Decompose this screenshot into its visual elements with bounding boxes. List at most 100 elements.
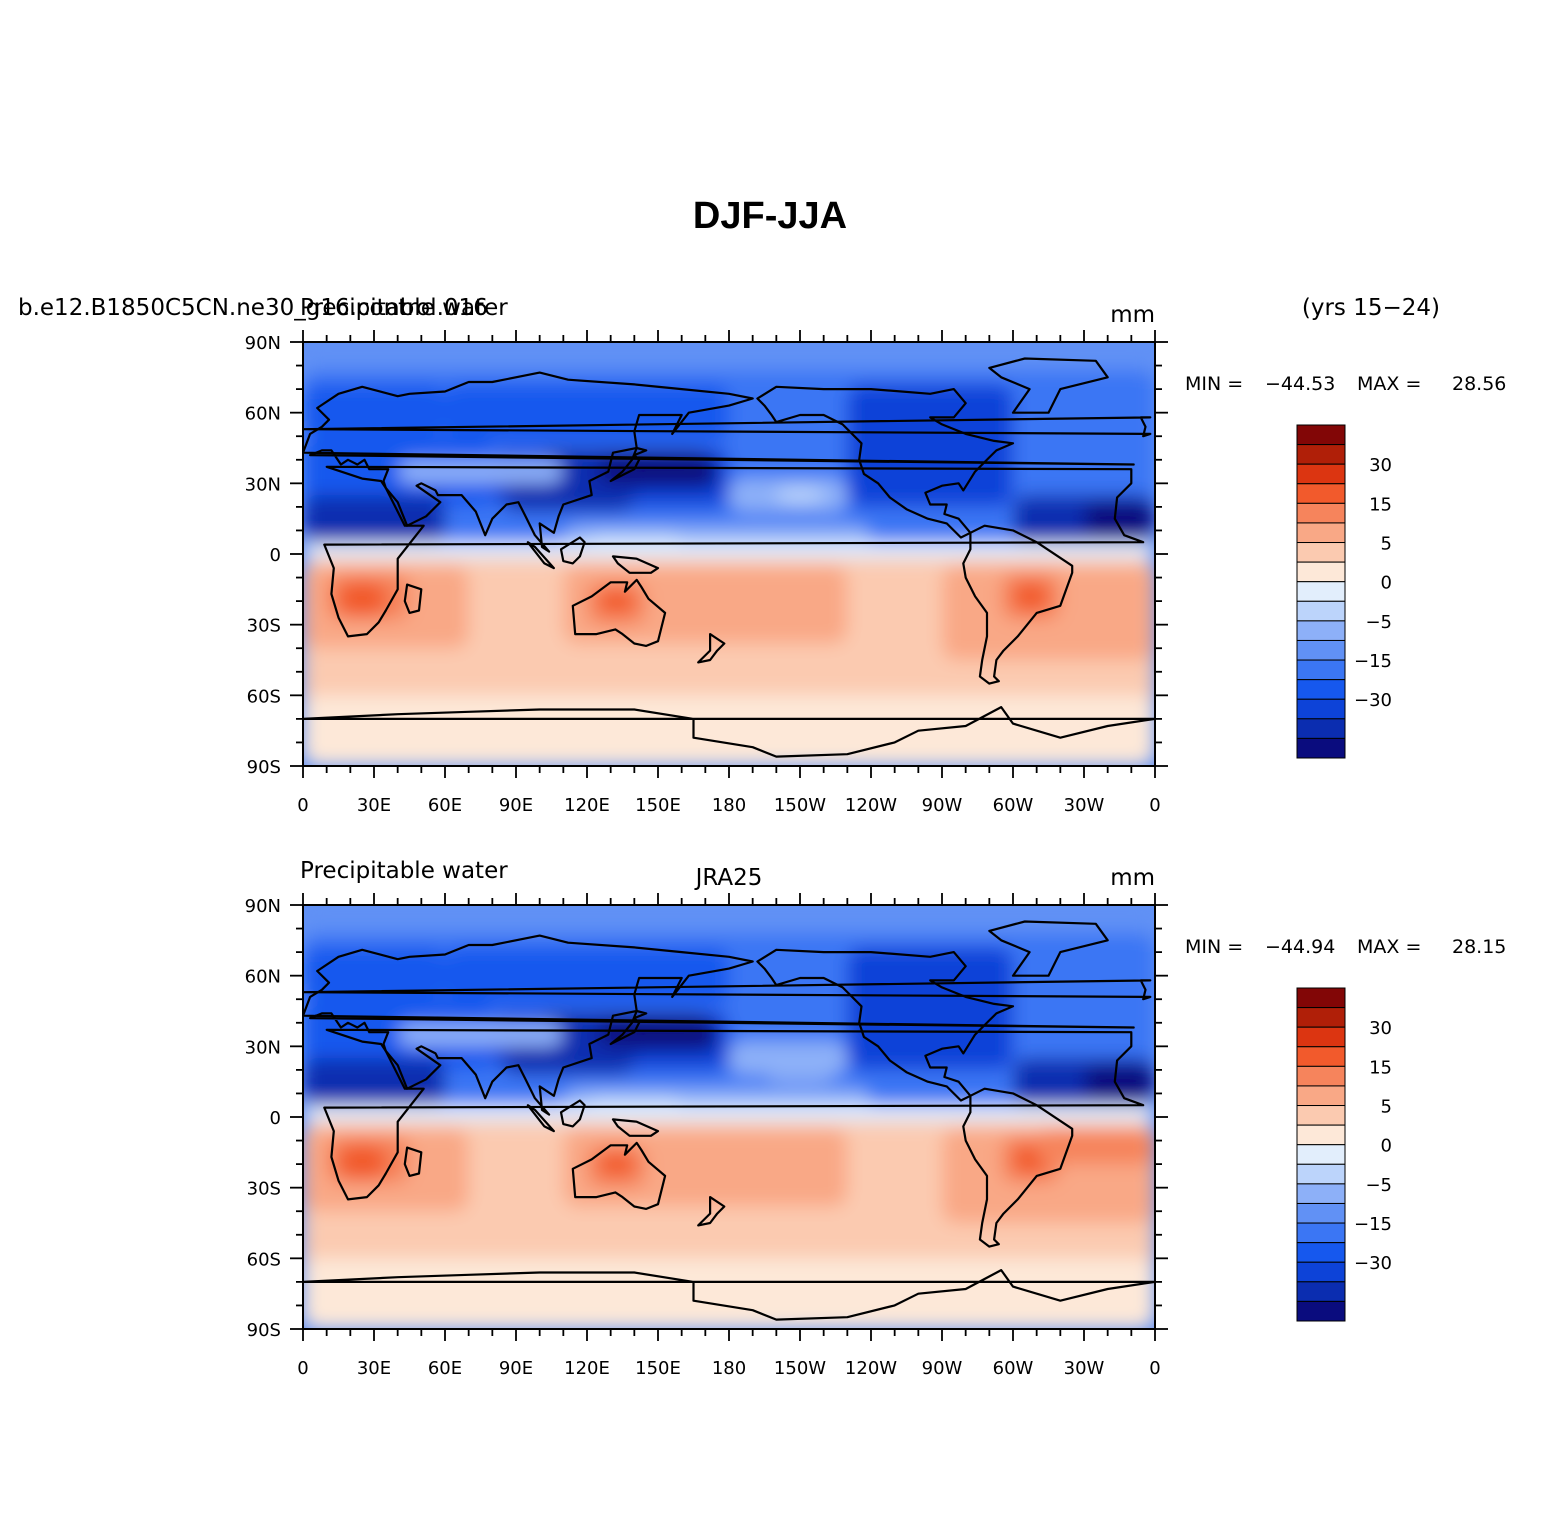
coastline — [403, 583, 423, 614]
y-tick-label: 90S — [247, 1320, 281, 1341]
field-patch — [764, 1046, 836, 1082]
colorbar-box — [1296, 1026, 1346, 1048]
coastline — [756, 385, 1015, 539]
field-patch — [729, 407, 824, 460]
field-patch — [303, 342, 1155, 371]
colorbar-box — [1296, 1202, 1346, 1224]
y-tick-label: 60S — [247, 686, 281, 707]
coastline — [526, 1104, 555, 1133]
field-patch — [303, 695, 1155, 766]
coastline — [403, 1146, 423, 1177]
colorbar-box — [1296, 1046, 1346, 1067]
panel-model-map — [303, 342, 1155, 766]
x-tick-label: 150E — [635, 795, 681, 816]
coastline — [559, 536, 586, 565]
field-patch — [397, 459, 564, 484]
panel-obs-colorbar: 30 15 5 0 −5 −15 −30 — [1296, 987, 1392, 1322]
colorbar-box — [1296, 1144, 1346, 1165]
colorbar-label: −30 — [1354, 1253, 1392, 1274]
field-patch — [338, 1145, 386, 1179]
coastline — [303, 979, 1152, 1001]
y-tick-label: 30S — [247, 1179, 281, 1200]
coastline — [988, 920, 1109, 977]
colorbar-box — [1296, 1242, 1346, 1263]
colorbar-label: 15 — [1369, 494, 1392, 515]
panel-obs-stats: MIN = −44.94 MAX = 28.15 — [1185, 936, 1506, 958]
colorbar-box — [1296, 1222, 1346, 1244]
field-patch — [445, 384, 729, 441]
panel-obs-max-value: 28.15 — [1452, 936, 1506, 958]
colorbar-box — [1296, 639, 1346, 661]
x-tick-label: 180 — [712, 1358, 746, 1379]
colorbar-label: 15 — [1369, 1057, 1392, 1078]
panel-model-axes: 0 30E 60E 90E 120E 150E 180 150W 120W 90W 60W 30W 09… — [245, 330, 1168, 816]
y-tick-label: 30N — [245, 1037, 281, 1058]
x-tick-label: 0 — [297, 795, 308, 816]
colorbar-box — [1296, 679, 1346, 700]
field-patch — [303, 1258, 1155, 1329]
panel-obs-axes: 0 30E 60E 90E 120E 150E 180 150W 120W 90W 60W 30W 09… — [245, 893, 1168, 1379]
y-tick-label: 0 — [270, 545, 281, 566]
x-tick-label: 90E — [499, 1358, 533, 1379]
panel-model-min-value: −44.53 — [1265, 373, 1335, 395]
coastline — [303, 371, 1135, 553]
y-tick-label: 60S — [247, 1249, 281, 1270]
panel-model-years: (yrs 15−24) — [1302, 295, 1440, 321]
colorbar-box — [1296, 1065, 1346, 1087]
x-tick-label: 150E — [635, 1358, 681, 1379]
field-patch — [303, 495, 445, 543]
panel-model-min-label: MIN = — [1185, 373, 1243, 395]
x-tick-label: 90W — [922, 795, 963, 816]
x-tick-label: 120E — [564, 795, 610, 816]
x-tick-label: 60W — [993, 1358, 1034, 1379]
y-tick-label: 90N — [245, 896, 281, 917]
colorbar-box — [1296, 659, 1346, 681]
panel-obs-center-title: JRA25 — [694, 865, 763, 891]
x-tick-label: 120E — [564, 1358, 610, 1379]
field-patch — [303, 542, 1155, 559]
colorbar-box — [1296, 718, 1346, 739]
coastline — [303, 416, 1152, 438]
field-patch — [1084, 1065, 1155, 1099]
colorbar-label: −15 — [1354, 1214, 1392, 1235]
coastline — [303, 1269, 1155, 1321]
panel-model-left-title: b.e12.B1850C5CN.ne30_g16.control.016 — [18, 295, 488, 321]
colorbar-box — [1296, 561, 1346, 583]
field-patch — [847, 384, 1013, 507]
colorbar-box — [1296, 1007, 1346, 1028]
field-patch — [1084, 502, 1155, 536]
colorbar-label: 0 — [1381, 1136, 1392, 1157]
coastline — [756, 948, 1015, 1102]
figure-title: DJF-JJA — [693, 195, 847, 237]
colorbar-box — [1296, 1300, 1346, 1322]
x-tick-label: 30W — [1064, 795, 1105, 816]
x-tick-label: 0 — [1149, 795, 1160, 816]
colorbar-label: 5 — [1381, 534, 1392, 555]
field-patch — [504, 1046, 635, 1075]
colorbar-box — [1296, 1281, 1346, 1302]
field-patch — [1013, 582, 1049, 611]
y-tick-label: 90N — [245, 333, 281, 354]
coastline — [303, 706, 1155, 758]
x-tick-label: 0 — [297, 1358, 308, 1379]
field-patch — [303, 1105, 1155, 1122]
coastline — [697, 1196, 726, 1227]
field-patch — [729, 970, 824, 1023]
colorbar-label: −30 — [1354, 690, 1392, 711]
x-tick-label: 180 — [712, 795, 746, 816]
x-tick-label: 90W — [922, 1358, 963, 1379]
colorbar-box — [1296, 987, 1346, 1009]
coastline — [697, 633, 726, 664]
x-tick-label: 120W — [845, 795, 897, 816]
y-tick-label: 0 — [270, 1108, 281, 1129]
coastline — [609, 446, 648, 483]
field-patch — [303, 905, 1155, 934]
field-patch — [598, 589, 635, 613]
x-tick-label: 60E — [428, 1358, 462, 1379]
y-tick-label: 90S — [247, 757, 281, 778]
panel-model-units: mm — [1110, 302, 1155, 328]
colorbar-box — [1296, 522, 1346, 544]
field-patch — [338, 582, 386, 616]
colorbar-label: 0 — [1381, 573, 1392, 594]
